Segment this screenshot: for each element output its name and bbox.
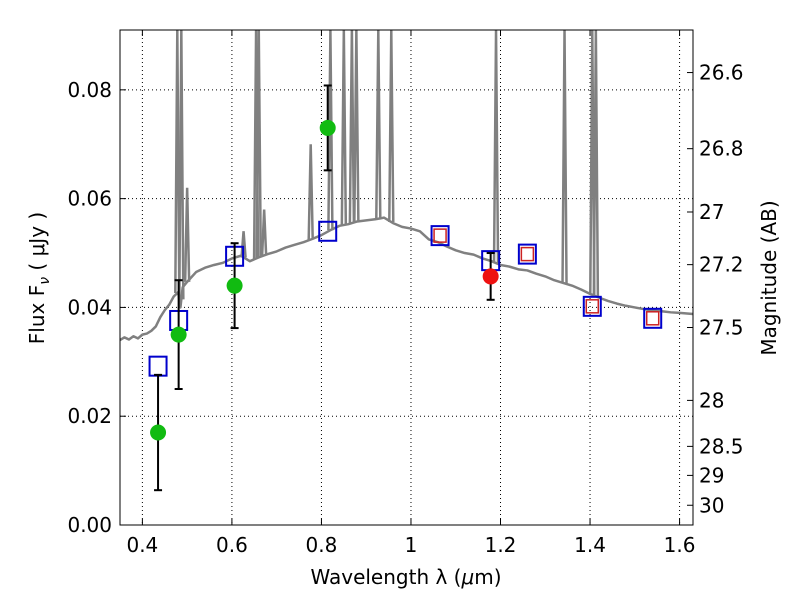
model-point-inner (433, 228, 447, 243)
axis-ticks: 0.4 0.6 0.8 1 1.2 1.4 1.6 0.00 0.02 0.04 0.06 0.08 2… (67, 30, 744, 557)
mag-tick-label: 28 (699, 388, 724, 412)
model-point (148, 355, 168, 377)
y-tick-label: 0.02 (67, 404, 112, 428)
model-point-inner (585, 299, 600, 314)
observed-point (170, 326, 187, 343)
emission-line (353, 29, 360, 222)
x-tick-label: 0.6 (216, 533, 248, 557)
y-axis-label: Flux Fν ( μJy ) (25, 212, 53, 344)
model-point (582, 295, 602, 317)
model-point (517, 243, 537, 265)
y-tick-label: 0.04 (67, 295, 112, 319)
x-tick-label: 1 (405, 533, 418, 557)
emission-line (178, 29, 185, 300)
mag-tick-label: 29 (699, 463, 724, 487)
observed-point (482, 268, 499, 285)
model-point (643, 307, 663, 329)
model-point-inner (645, 311, 660, 326)
mag-tick-label: 26.6 (699, 61, 744, 85)
emission-line (183, 187, 191, 282)
mag-tick-label: 27.5 (699, 316, 744, 340)
observed-point (150, 424, 167, 441)
right-axis-label: Magnitude (AB) (757, 200, 781, 355)
observed-point (319, 119, 336, 136)
emission-line (388, 29, 395, 223)
x-tick-label: 0.4 (126, 533, 158, 557)
y-tick-label: 0.08 (67, 78, 112, 102)
emission-line (348, 29, 356, 224)
model-spectrum (119, 29, 694, 342)
x-tick-label: 1.4 (574, 533, 606, 557)
emission-line (592, 29, 600, 297)
model-point (318, 220, 338, 242)
observed-photometry (150, 84, 499, 492)
mag-tick-label: 27 (699, 200, 724, 224)
mag-tick-label: 28.5 (699, 434, 744, 458)
y-tick-label: 0.06 (67, 187, 112, 211)
emission-line (260, 209, 268, 256)
x-tick-label: 1.6 (664, 533, 696, 557)
emission-line (307, 144, 314, 240)
x-tick-label: 0.8 (306, 533, 338, 557)
x-tick-label: 1.2 (485, 533, 517, 557)
grid-lines (120, 30, 693, 526)
mag-tick-label: 26.8 (699, 137, 744, 161)
model-continuum (119, 216, 694, 342)
observed-point (226, 277, 243, 294)
emission-line (561, 29, 568, 284)
model-point-inner (520, 246, 535, 262)
emission-line (375, 29, 382, 219)
mag-tick-label: 30 (699, 493, 724, 517)
y-tick-label: 0.00 (67, 513, 112, 537)
mag-tick-label: 27.2 (699, 253, 744, 277)
x-axis-label: Wavelength λ (μm) (310, 565, 501, 589)
model-photometry (148, 220, 663, 377)
plot-frame (119, 29, 694, 526)
model-point (430, 225, 450, 247)
emission-line (340, 29, 348, 226)
emission-line (492, 29, 500, 264)
